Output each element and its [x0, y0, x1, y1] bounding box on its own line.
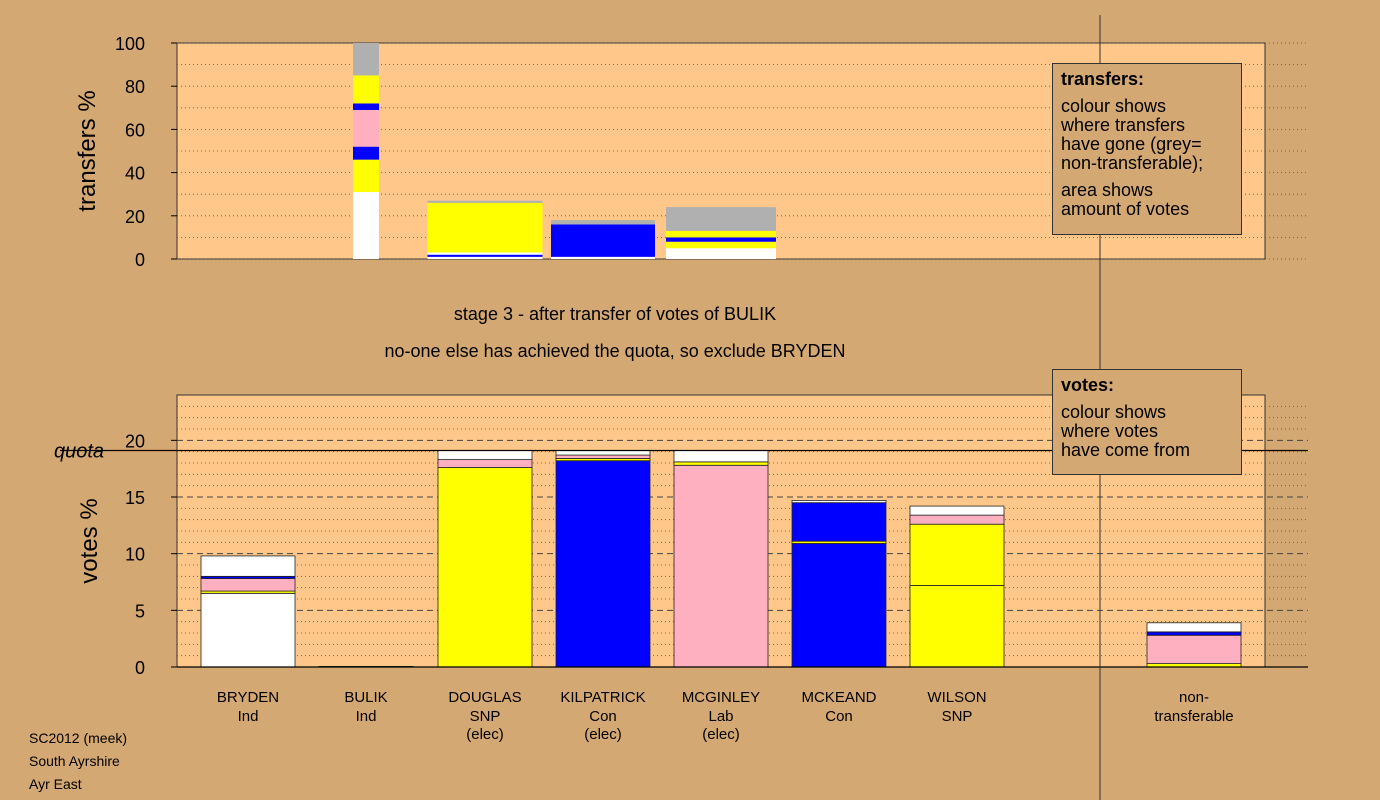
stage-title: stage 3 - after transfer of votes of BUL…	[454, 304, 776, 324]
transfer-segment	[551, 220, 655, 225]
transfers-legend-line: have gone (grey=	[1061, 134, 1202, 154]
vote-segment	[437, 467, 533, 668]
vote-segment	[909, 523, 1005, 586]
vote-segment	[555, 450, 651, 456]
transfers-tick-label: 80	[125, 77, 145, 97]
transfer-segment	[353, 109, 379, 147]
footer-line: Ayr East	[29, 776, 82, 792]
transfers-tick-label: 0	[135, 250, 145, 270]
transfer-segment	[551, 224, 655, 257]
vote-segment	[791, 543, 887, 668]
candidate-elected: (elec)	[584, 726, 622, 743]
transfers-tick-label: 20	[125, 207, 145, 227]
candidate-name: BRYDEN	[217, 689, 279, 706]
votes-tick-label: 0	[135, 658, 145, 678]
quota-label: quota	[54, 441, 104, 463]
transfer-segment	[551, 256, 655, 259]
transfer-segment	[427, 254, 543, 257]
transfers-tick-label: 40	[125, 164, 145, 184]
transfers-legend-line: amount of votes	[1061, 199, 1190, 219]
transfers-legend-line: area shows	[1061, 180, 1154, 200]
vote-segment	[791, 502, 887, 542]
candidate-name: MCKEAND	[801, 689, 876, 706]
vote-segment	[437, 450, 533, 460]
votes-tick-label: 5	[135, 601, 145, 621]
vote-segment	[200, 578, 296, 592]
votes-legend-title: votes:	[1061, 375, 1115, 395]
vote-segment	[673, 450, 769, 463]
transfer-segment	[666, 237, 776, 242]
vote-segment	[555, 460, 651, 668]
votes-legend-line: colour shows	[1061, 402, 1167, 422]
candidate-party: SNP	[942, 708, 973, 725]
candidate-party: Lab	[708, 708, 733, 725]
stage-note: no-one else has achieved the quota, so e…	[385, 341, 846, 361]
candidate-name: MCGINLEY	[682, 689, 760, 706]
transfer-segment	[353, 43, 379, 76]
transfer-segment	[427, 252, 543, 255]
transfer-segment	[427, 200, 543, 203]
votes-tick-label: 10	[125, 545, 145, 565]
vote-segment	[200, 555, 296, 577]
votes-tick-label: 20	[125, 431, 145, 451]
candidate-name: KILPATRICK	[560, 689, 645, 706]
vote-segment	[673, 461, 769, 466]
vote-segment	[555, 454, 651, 459]
transfers-legend-line: non-transferable);	[1061, 153, 1204, 173]
vote-segment	[200, 592, 296, 668]
transfer-segment	[353, 75, 379, 104]
votes-legend-line: have come from	[1061, 440, 1191, 460]
vote-segment	[1146, 622, 1242, 633]
vote-segment	[791, 499, 887, 504]
transfers-axis-label: transfers %	[74, 90, 101, 211]
candidate-name: DOUGLAS	[448, 689, 521, 706]
vote-segment	[673, 464, 769, 668]
transfers-legend-title: transfers:	[1061, 69, 1145, 89]
votes-axis-label: votes %	[76, 498, 103, 583]
candidate-party: Ind	[238, 708, 259, 725]
transfer-segment	[353, 192, 379, 259]
transfer-segment	[353, 103, 379, 110]
footer-line: South Ayrshire	[29, 753, 120, 769]
transfers-tick-label: 100	[115, 34, 145, 54]
transfer-segment	[666, 248, 776, 259]
footer: SC2012 (meek) South Ayrshire Ayr East	[29, 727, 127, 796]
candidate-name: non-	[1179, 689, 1209, 706]
candidate-name: BULIK	[344, 689, 387, 706]
vote-segment	[1146, 631, 1242, 636]
vote-segment	[909, 505, 1005, 516]
vote-segment	[437, 459, 533, 468]
votes-legend: votes: colour shows where votes have com…	[1052, 369, 1242, 475]
transfer-segment	[353, 146, 379, 160]
votes-tick-label: 15	[125, 488, 145, 508]
candidate-name: WILSON	[927, 689, 986, 706]
footer-line: SC2012 (meek)	[29, 730, 128, 746]
candidate-party: transferable	[1154, 708, 1233, 725]
candidate-party: SNP	[470, 708, 501, 725]
transfer-segment	[666, 241, 776, 249]
transfer-segment	[353, 159, 379, 193]
transfers-legend-line: colour shows	[1061, 96, 1167, 116]
candidate-elected: (elec)	[702, 726, 740, 743]
transfers-tick-label: 60	[125, 120, 145, 140]
transfer-segment	[427, 256, 543, 259]
candidate-party: Ind	[356, 708, 377, 725]
candidate-party: Con	[589, 708, 617, 725]
candidate-elected: (elec)	[466, 726, 504, 743]
vote-segment	[909, 585, 1005, 668]
transfers-legend-line: where transfers	[1061, 115, 1186, 135]
candidate-party: Con	[825, 708, 853, 725]
transfers-legend: transfers: colour shows where transfers …	[1052, 63, 1242, 235]
transfer-segment	[666, 230, 776, 238]
votes-legend-line: where votes	[1061, 421, 1159, 441]
transfer-segment	[427, 202, 543, 253]
transfer-segment	[666, 207, 776, 231]
vote-segment	[909, 514, 1005, 525]
vote-segment	[1146, 634, 1242, 664]
